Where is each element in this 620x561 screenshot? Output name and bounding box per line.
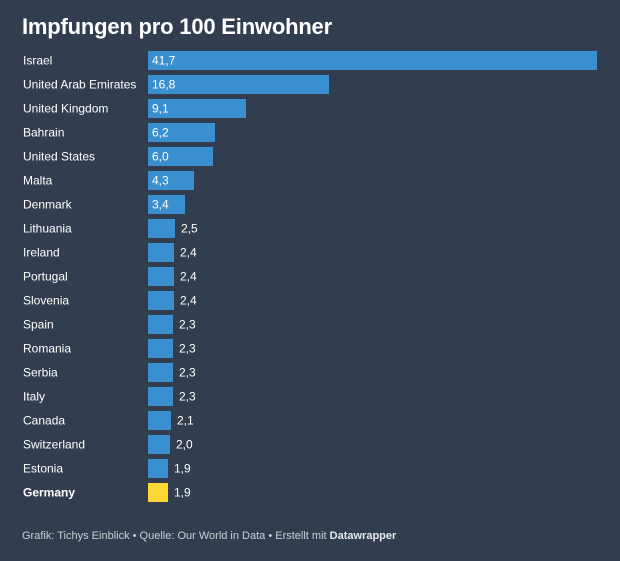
value-label-israel: 41,7 bbox=[152, 54, 176, 68]
bar-germany bbox=[148, 483, 168, 502]
bar-lithuania bbox=[148, 219, 175, 238]
category-label-germany: Germany bbox=[23, 486, 75, 500]
value-label-united-kingdom: 9,1 bbox=[152, 102, 169, 116]
value-label-united-arab-emirates: 16,8 bbox=[152, 78, 176, 92]
bar-italy bbox=[148, 387, 173, 406]
bar-malta bbox=[148, 171, 194, 190]
value-label-italy: 2,3 bbox=[179, 390, 196, 404]
value-label-switzerland: 2,0 bbox=[176, 438, 193, 452]
bar-serbia bbox=[148, 363, 173, 382]
bar-israel bbox=[148, 51, 597, 70]
category-label-united-kingdom: United Kingdom bbox=[23, 102, 108, 116]
chart-footer: Grafik: Tichys Einblick • Quelle: Our Wo… bbox=[22, 530, 396, 542]
category-label-united-arab-emirates: United Arab Emirates bbox=[23, 78, 136, 92]
value-label-ireland: 2,4 bbox=[180, 246, 197, 260]
category-label-portugal: Portugal bbox=[23, 270, 68, 284]
value-label-germany: 1,9 bbox=[174, 486, 191, 500]
bar-ireland bbox=[148, 243, 174, 262]
category-label-slovenia: Slovenia bbox=[23, 294, 69, 308]
value-label-canada: 2,1 bbox=[177, 414, 194, 428]
footer-brand: Datawrapper bbox=[329, 530, 397, 542]
value-label-serbia: 2,3 bbox=[179, 366, 196, 380]
bar-spain bbox=[148, 315, 173, 334]
bar-slovenia bbox=[148, 291, 174, 310]
value-label-slovenia: 2,4 bbox=[180, 294, 197, 308]
category-label-israel: Israel bbox=[23, 54, 52, 68]
category-label-serbia: Serbia bbox=[23, 366, 58, 380]
category-label-switzerland: Switzerland bbox=[23, 438, 85, 452]
category-label-estonia: Estonia bbox=[23, 462, 63, 476]
bar-romania bbox=[148, 339, 173, 358]
category-label-italy: Italy bbox=[23, 390, 45, 404]
bar-canada bbox=[148, 411, 171, 430]
category-label-united-states: United States bbox=[23, 150, 95, 164]
bar-portugal bbox=[148, 267, 174, 286]
category-label-romania: Romania bbox=[23, 342, 71, 356]
bar-bahrain bbox=[148, 123, 215, 142]
category-label-malta: Malta bbox=[23, 174, 53, 188]
category-label-lithuania: Lithuania bbox=[23, 222, 72, 236]
value-label-united-states: 6,0 bbox=[152, 150, 169, 164]
bar-united-kingdom bbox=[148, 99, 246, 118]
value-label-portugal: 2,4 bbox=[180, 270, 197, 284]
bar-switzerland bbox=[148, 435, 170, 454]
category-label-canada: Canada bbox=[23, 414, 65, 428]
value-label-bahrain: 6,2 bbox=[152, 126, 169, 140]
category-label-spain: Spain bbox=[23, 318, 54, 332]
bar-united-arab-emirates bbox=[148, 75, 329, 94]
category-label-ireland: Ireland bbox=[23, 246, 60, 260]
bar-denmark bbox=[148, 195, 185, 214]
value-label-romania: 2,3 bbox=[179, 342, 196, 356]
value-label-lithuania: 2,5 bbox=[181, 222, 198, 236]
value-label-spain: 2,3 bbox=[179, 318, 196, 332]
category-label-denmark: Denmark bbox=[23, 198, 73, 212]
value-label-denmark: 3,4 bbox=[152, 198, 169, 212]
value-label-estonia: 1,9 bbox=[174, 462, 191, 476]
chart-title: Impfungen pro 100 Einwohner bbox=[22, 14, 332, 39]
bar-united-states bbox=[148, 147, 213, 166]
footer-source: Grafik: Tichys Einblick • Quelle: Our Wo… bbox=[22, 530, 330, 542]
bar-estonia bbox=[148, 459, 168, 478]
category-label-bahrain: Bahrain bbox=[23, 126, 64, 140]
value-label-malta: 4,3 bbox=[152, 174, 169, 188]
